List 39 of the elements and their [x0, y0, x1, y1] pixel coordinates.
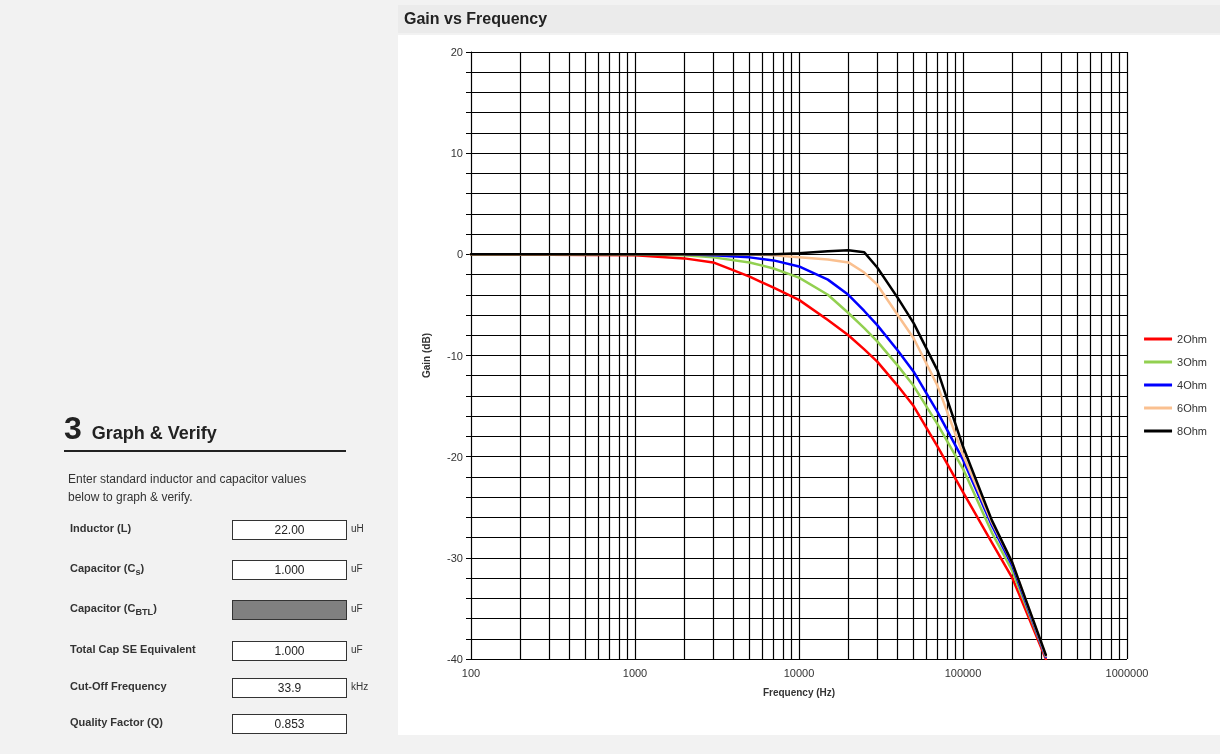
category-label: kHz: [351, 681, 369, 692]
category-label: Capacitor (C$_{BTL}$): [70, 602, 157, 618]
chart-title: Gain vs Frequency: [398, 5, 1220, 33]
x-tick-label: 1000000: [1105, 666, 1149, 679]
category-label: Quality Factor (Q): [70, 716, 163, 728]
legend-label: 2Ohm: [1177, 333, 1208, 345]
text: 0.853: [274, 717, 305, 731]
text: 1.000: [274, 563, 305, 577]
category-label: Cut-Off Frequency: [70, 680, 167, 692]
text: 1.000: [274, 644, 305, 658]
legend-label: 3Ohm: [1177, 356, 1208, 368]
category-label: uF: [351, 603, 363, 614]
y-tick-label: -20: [447, 450, 463, 463]
x-axis-title: Frequency (Hz): [762, 686, 836, 698]
y-tick-label: -10: [447, 349, 463, 362]
text: 3: [64, 410, 82, 447]
y-tick-label: -30: [447, 551, 463, 564]
y-tick-label: 20: [450, 46, 463, 58]
x-tick-label: 1000: [622, 666, 648, 679]
x-tick-label: 100000: [944, 666, 982, 679]
text: 22.00: [274, 523, 305, 537]
text: Enter standard inductor and capacitor values below to graph & verify.: [68, 471, 308, 506]
legend-label: 6Ohm: [1177, 402, 1208, 414]
y-tick-label: 0: [456, 248, 463, 261]
y-tick-label: 10: [450, 147, 463, 160]
category-label: uF: [351, 563, 363, 574]
text: 33.9: [277, 681, 302, 695]
category-label: uF: [351, 644, 363, 655]
category-label: Inductor (L): [70, 522, 132, 534]
y-tick-label: -40: [447, 653, 463, 665]
text: Graph & Verify: [91, 423, 217, 444]
category-label: uH: [351, 523, 364, 534]
legend-label: 8Ohm: [1177, 425, 1208, 437]
x-tick-label: 100: [461, 666, 481, 679]
category-label: Capacitor (C$_{s}$): [70, 562, 145, 578]
category-label: Total Cap SE Equivalent: [70, 643, 196, 655]
legend-label: 4Ohm: [1177, 379, 1208, 391]
x-tick-label: 10000: [783, 666, 815, 679]
y-axis-title: Gain (dB): [420, 333, 432, 378]
